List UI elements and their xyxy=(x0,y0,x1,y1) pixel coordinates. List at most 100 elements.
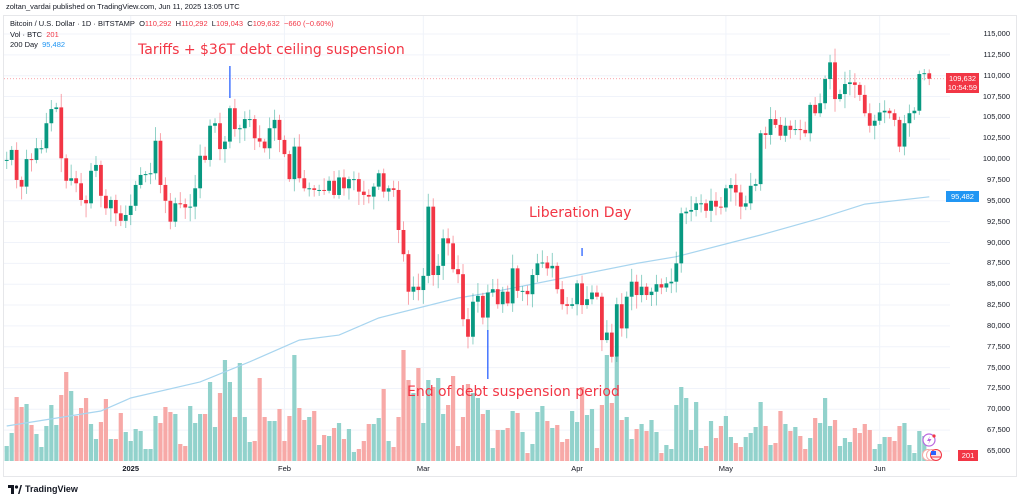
volume-bar xyxy=(93,439,99,461)
volume-bar xyxy=(282,441,287,461)
volume-bar xyxy=(654,432,659,461)
volume-bar xyxy=(406,380,411,461)
candle xyxy=(9,146,14,166)
volume-bar xyxy=(575,422,580,461)
candle xyxy=(669,268,674,294)
candle xyxy=(912,107,917,120)
legend-volume-label[interactable]: Vol · BTC xyxy=(10,29,43,39)
volume-bar xyxy=(922,436,927,461)
candle-body xyxy=(857,84,862,95)
price-tick-label: 105,000 xyxy=(982,112,1010,122)
candle xyxy=(128,194,133,226)
legend-symbol[interactable]: Bitcoin / U.S. Dollar · 1D · BITSTAMP xyxy=(10,19,135,28)
candle xyxy=(381,168,386,198)
price-tick-label: 67,500 xyxy=(987,425,1010,435)
volume-bar xyxy=(555,425,560,461)
candle xyxy=(406,250,411,305)
candle-body xyxy=(520,290,525,292)
candle xyxy=(530,268,535,308)
volume-bar xyxy=(257,378,262,461)
candle-body xyxy=(644,286,649,296)
ma-value-tag: 95,482 xyxy=(946,191,979,202)
candle-body xyxy=(272,119,277,129)
candle xyxy=(317,184,322,196)
legend-volume: 201 xyxy=(46,29,59,39)
volume-bar xyxy=(203,414,208,461)
volume-bar xyxy=(361,441,366,461)
candle xyxy=(882,100,887,124)
volume-bar xyxy=(421,423,426,461)
candle-body xyxy=(852,82,857,85)
candle-body xyxy=(337,177,341,195)
volume-bar xyxy=(629,439,634,461)
volume-bar xyxy=(708,421,714,461)
event-icons[interactable] xyxy=(920,432,946,462)
volume-bar xyxy=(664,445,669,461)
candle xyxy=(818,93,823,117)
candle-body xyxy=(709,200,713,211)
candle-body xyxy=(471,301,475,337)
candle xyxy=(565,297,570,315)
volume-bar xyxy=(699,448,704,461)
volume-bar xyxy=(183,446,188,461)
candle-body xyxy=(49,109,54,124)
candle-body xyxy=(332,180,336,195)
candle-body xyxy=(510,268,515,304)
candle-body xyxy=(808,104,813,134)
candle xyxy=(371,183,376,210)
candle-body xyxy=(555,265,560,290)
candle-body xyxy=(426,206,431,276)
volume-bar xyxy=(451,376,456,461)
candle xyxy=(242,111,247,141)
volume-bar xyxy=(322,435,327,461)
volume-bar xyxy=(872,449,877,461)
volume-bar xyxy=(813,418,818,461)
candle xyxy=(515,265,520,298)
candle xyxy=(808,102,813,142)
volume-bar xyxy=(173,414,178,461)
volume-bar xyxy=(98,422,104,461)
price-tick-label: 70,000 xyxy=(987,404,1010,414)
volume-bar xyxy=(341,439,347,461)
candle xyxy=(54,102,59,113)
legend-ma-label[interactable]: 200 Day xyxy=(10,40,38,49)
candle xyxy=(188,194,193,222)
candle xyxy=(223,135,227,163)
candle-body xyxy=(79,183,83,200)
candle-body xyxy=(228,108,232,142)
volume-bar xyxy=(212,427,218,461)
volume-bar xyxy=(753,427,758,461)
volume-bar xyxy=(847,442,852,461)
tradingview-logo[interactable]: TradingView xyxy=(8,484,78,494)
candle-body xyxy=(208,125,212,160)
volume-bar xyxy=(237,363,242,461)
volume-bar xyxy=(158,423,163,461)
candle-body xyxy=(386,188,391,192)
price-tick-label: 85,000 xyxy=(987,279,1010,289)
candle-body xyxy=(560,289,565,305)
candle xyxy=(709,188,713,222)
candle xyxy=(356,172,361,205)
candle-body xyxy=(525,290,530,295)
volume-bar xyxy=(599,405,604,461)
candle-body xyxy=(366,194,371,197)
candle xyxy=(198,144,203,199)
volume-bar xyxy=(277,409,282,461)
volume-bar xyxy=(684,398,689,461)
candle-body xyxy=(833,62,837,100)
candle-body xyxy=(44,123,49,149)
candle-body xyxy=(456,269,460,275)
candle xyxy=(366,189,371,204)
candle-body xyxy=(69,178,74,181)
candle xyxy=(272,109,277,141)
candle-body xyxy=(203,155,207,160)
volume-bar xyxy=(198,414,203,461)
volume-bar xyxy=(302,420,307,461)
candle-body xyxy=(118,213,123,221)
candle-body xyxy=(406,254,411,292)
candle xyxy=(29,153,34,172)
volume-bar xyxy=(24,404,29,461)
candle xyxy=(674,251,679,293)
candle xyxy=(813,97,818,116)
